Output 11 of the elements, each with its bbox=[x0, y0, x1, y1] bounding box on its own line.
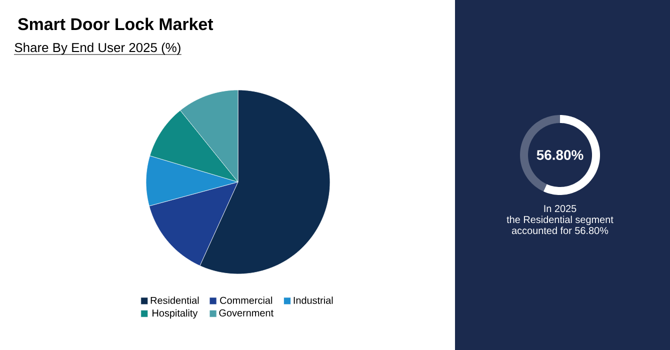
legend-label: Hospitality bbox=[152, 309, 198, 319]
legend-label: Commercial bbox=[220, 296, 272, 304]
text: the Residential segment bbox=[506, 216, 614, 226]
data-label: 56.80% bbox=[536, 150, 584, 160]
legend-label: Residential bbox=[150, 296, 199, 304]
legend-label: Industrial bbox=[294, 296, 333, 304]
chart-subtitle: Share By End User 2025 (%) bbox=[14, 42, 180, 55]
text: In 2025 bbox=[544, 205, 576, 212]
chart-title: Smart Door Lock Market bbox=[18, 18, 214, 30]
legend-label: Government bbox=[219, 309, 274, 316]
text: accounted for 56.80% bbox=[512, 226, 608, 234]
